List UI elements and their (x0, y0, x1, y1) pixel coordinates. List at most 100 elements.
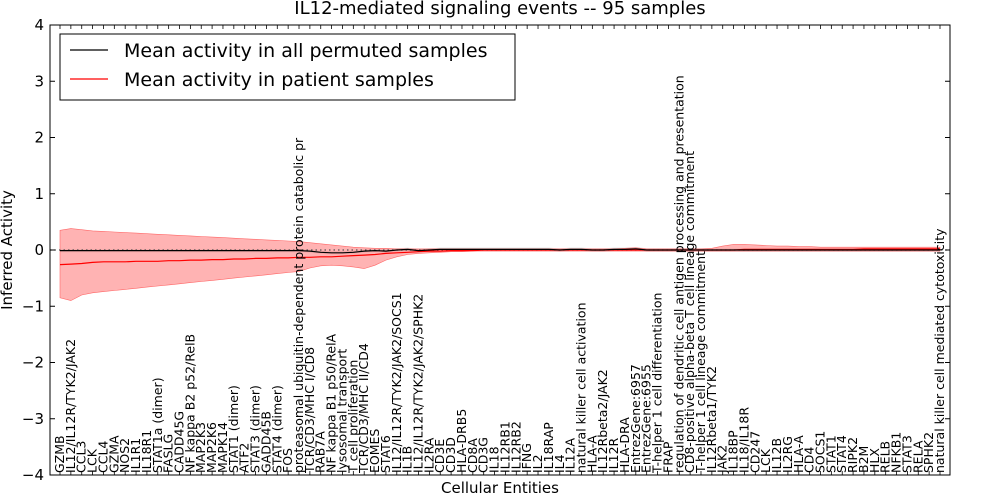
entity-label: CD3E (432, 439, 447, 473)
entity-label: IL12/IL12R/TYK2/JAK2 (63, 339, 78, 473)
entity-label: IFNG (519, 443, 534, 473)
entity-label: GADD45B (258, 411, 273, 473)
entity-label: GZMB (52, 435, 67, 473)
entity-label: CCL4 (96, 441, 111, 473)
entity-label: IL18BP (726, 430, 741, 473)
entity-label: RELA (910, 440, 925, 473)
entity-label: T-helper 1 cell lineage commitment (693, 251, 708, 474)
entity-label: HLA-DRB5 (454, 409, 469, 473)
plot-frame (49, 24, 951, 476)
y-tick-label: −4 (22, 466, 44, 484)
bands-layer (59, 228, 941, 301)
entity-label: MAP2K3 (193, 422, 208, 473)
entity-label: IL2RG (780, 436, 795, 473)
legend-patient-label: Mean activity in patient samples (124, 69, 434, 91)
entity-label: FASLG (161, 434, 176, 473)
entity-label: IL12RB1 (497, 421, 512, 473)
entity-label: T cell proliferation (345, 360, 360, 474)
lines-layer (50, 248, 950, 266)
entity-label: IL12B (769, 438, 784, 473)
entity-label: TCR/CD3/MHC II/CD4 (356, 343, 371, 474)
entity-label: B2M (856, 446, 871, 473)
entity-label: IL2RA (421, 437, 436, 473)
entity-label: LCK (758, 448, 773, 473)
entity-label: IL18/IL18R (736, 407, 751, 473)
entity-label: IL1B (400, 446, 415, 473)
entity-label: STAT1 (823, 435, 838, 473)
entity-label: IL12Rbeta2/JAK2 (595, 369, 610, 473)
entity-label: STAT1 (dimer) (226, 385, 241, 473)
entity-label: HLA-A (791, 435, 806, 473)
entity-labels-layer: GZMBIL12/IL12R/TYK2/JAK2CCL3LCKCCL4GZMAN… (52, 75, 947, 474)
entity-label: regulation of dendritic cell antigen pro… (671, 75, 686, 473)
entity-label: MAPK14 (215, 422, 230, 473)
entity-label: LCK (85, 448, 100, 473)
entity-label: IL18R1 (139, 430, 154, 473)
entity-label: IL4 (552, 454, 567, 473)
entity-label: IL12A (563, 437, 578, 473)
entity-label: SPHK2 (921, 432, 936, 473)
entity-label: RAB7A (313, 431, 328, 473)
entity-label: RELB (878, 441, 893, 473)
entity-label: natural killer cell mediated cytotoxicit… (932, 228, 947, 473)
y-tick-label: 0 (34, 241, 44, 259)
entity-label: NF kappa B2 p52/RelB (182, 334, 197, 473)
entity-label: FRAP (660, 441, 675, 473)
y-tick-label: 1 (34, 185, 44, 203)
entity-label: HLA-DRA (617, 417, 632, 473)
entity-label: EntrezGene:6957 (628, 364, 643, 473)
entity-label: CD8A (465, 438, 480, 473)
entity-label: IL18RAP (541, 422, 556, 473)
entity-label: IL1R1 (128, 438, 143, 473)
y-tick-label: −2 (22, 354, 44, 372)
ticks-layer: 4 3 2 1 0 −1 −2 −3 −4 (22, 16, 950, 484)
entity-label: STAT3 (899, 435, 914, 473)
entity-label: natural killer cell activation (574, 302, 589, 473)
entity-label: JAK2 (715, 445, 730, 474)
legend-box (59, 33, 516, 101)
entity-label: IL12/IL12R/TYK2/JAK2/SPHK2 (411, 294, 426, 473)
entity-label: NFKB1 (889, 432, 904, 473)
entity-label: IL12/IL12R/TYK2/JAK2/SOCS1 (389, 292, 404, 473)
y-axis-title: Inferred Activity (0, 190, 16, 310)
entity-label: HLX (867, 448, 882, 473)
entity-label: CD247 (747, 431, 762, 473)
entity-label: IL12RB2 (508, 421, 523, 473)
chart-title: IL12-mediated signaling events -- 95 sam… (294, 0, 705, 19)
entity-label: STAT1a (dimer) (150, 377, 165, 473)
entity-label: RIPK2 (845, 437, 860, 473)
entity-label: STAT4 (834, 435, 849, 473)
y-tick-label: 3 (34, 72, 44, 90)
y-tick-label: 2 (34, 129, 44, 147)
entity-label: NF kappa B1 p50/RelA (324, 333, 339, 473)
entity-label: lysosomal transport (335, 349, 350, 473)
legend-permuted-label: Mean activity in all permuted samples (124, 40, 487, 62)
entity-label: CCL3 (74, 441, 89, 473)
y-tick-label: 4 (34, 16, 44, 34)
entity-label: ATF2 (237, 443, 252, 473)
entity-label: IL12Rbeta1/TYK2 (704, 366, 719, 473)
legend: Mean activity in all permuted samples Me… (59, 33, 516, 101)
entity-label: NOS2 (117, 438, 132, 473)
entity-label: CD3D (443, 437, 458, 473)
entity-label: STAT6 (378, 435, 393, 473)
entity-label: CD8-positive alpha-beta T cell lineage c… (682, 151, 697, 473)
entity-label: STAT4 (dimer) (269, 385, 284, 473)
y-tick-label: −1 (22, 297, 44, 315)
entity-label: T-helper 1 cell differentiation (650, 293, 665, 474)
entity-label: MAP2K6 (204, 422, 219, 473)
entity-label: proteasomal ubiquitin-dependent protein … (291, 137, 306, 473)
entity-label: IL12R (606, 437, 621, 473)
entity-label: HLA-A (584, 435, 599, 473)
permuted-mean-line (60, 248, 940, 254)
patient-band (59, 228, 941, 301)
entity-label: SOCS1 (813, 431, 828, 473)
entity-label: TCR/CD3/MHC I/CD8 (302, 347, 317, 474)
entity-label: EOMES (367, 429, 382, 473)
entity-label: IL18 (487, 446, 502, 473)
entity-label: CD4 (802, 447, 817, 473)
entity-label: GZMA (106, 435, 121, 473)
entity-label: EntrezGene:6955 (639, 364, 654, 473)
entity-label: STAT3 (dimer) (248, 385, 263, 473)
